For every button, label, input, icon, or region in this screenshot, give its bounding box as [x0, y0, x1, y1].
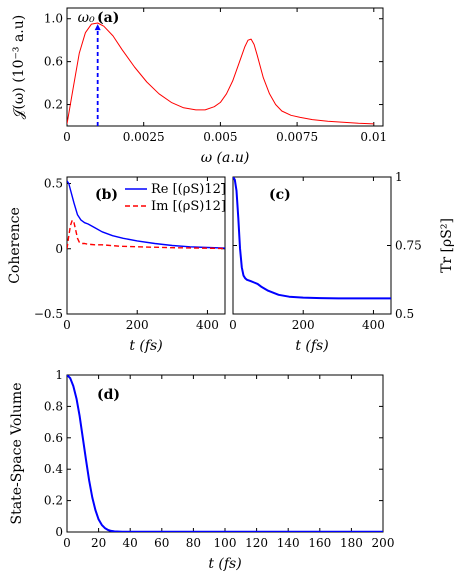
- panel-label: (d): [97, 387, 120, 403]
- series-line-0: [233, 177, 391, 300]
- x-tick-label: 0.005: [203, 130, 237, 144]
- x-tick-label: 0: [63, 318, 71, 332]
- y-axis-label: Coherence: [7, 207, 23, 284]
- y-tick-label: 0.4: [44, 462, 63, 476]
- y-tick-label: 0.6: [44, 431, 63, 445]
- legend-label-1: Im [(ρS)12]: [151, 199, 226, 214]
- panel-d: 0 20 40 60 80 100 120 140 160 180 200 0 0.2 0.4 0.6 0.8…: [9, 368, 394, 572]
- y-tick-label: 0.2: [44, 98, 63, 112]
- plot-frame: [66, 176, 226, 315]
- x-tick-label: 0.01: [360, 130, 387, 144]
- panel-label: (c): [269, 187, 291, 203]
- y-tick-label: 0.6: [44, 55, 63, 69]
- x-tick-label: 0: [229, 318, 237, 332]
- y-tick-label: 0: [55, 525, 63, 539]
- x-tick-label: 40: [123, 536, 138, 550]
- x-tick-label: 160: [308, 536, 331, 550]
- x-tick-label: 0: [63, 536, 71, 550]
- y-tick-label: 0.5: [44, 177, 63, 191]
- x-tick-label: 20: [91, 536, 106, 550]
- x-tick-label: 0.0025: [123, 130, 165, 144]
- x-tick-label: 400: [196, 318, 219, 332]
- y-tick-label: 1.0: [44, 12, 63, 26]
- x-axis-label: t (fs): [129, 338, 162, 354]
- panel-c: 0 200 400 0.5 0.75 1 t (fs) Tr [ρS²] (c): [229, 170, 455, 354]
- series-line-0: [67, 180, 225, 249]
- y-tick-label: 0.2: [44, 494, 63, 508]
- x-tick-label: 60: [154, 536, 169, 550]
- series-line-0: [67, 22, 374, 125]
- y-axis-label: Tr [ρS²]: [439, 218, 455, 273]
- x-tick-label: 0: [63, 130, 71, 144]
- x-tick-label: 400: [362, 318, 385, 332]
- x-tick-label: 120: [245, 536, 268, 550]
- panel-a: 0 0.0025 0.005 0.0075 0.01 0.2 0.6 1.0 ω (a.u) 𝒥(…: [11, 7, 387, 166]
- x-axis-label: t (fs): [295, 338, 328, 354]
- plot-frame: [66, 7, 384, 127]
- omega0-marker-arrowhead: [94, 24, 101, 31]
- legend-label-0: Re [(ρS)12]: [151, 182, 226, 197]
- x-axis-label: ω (a.u): [201, 150, 250, 166]
- x-tick-label: 140: [277, 536, 300, 550]
- x-tick-label: 200: [126, 318, 149, 332]
- x-tick-label: 200: [292, 318, 315, 332]
- y-tick-label: 1: [55, 368, 63, 382]
- y-tick-label: −0.5: [34, 307, 63, 321]
- x-tick-label: 200: [372, 536, 395, 550]
- y-axis-label: State-Space Volume: [9, 383, 25, 525]
- y-tick-label: 0.8: [44, 399, 63, 413]
- x-tick-label: 180: [340, 536, 363, 550]
- x-axis-label: t (fs): [208, 556, 241, 572]
- y-tick-label: 0: [55, 242, 63, 256]
- y-axis-label: 𝒥(ω) (10⁻³ a.u): [11, 15, 27, 119]
- panel-b: 0 200 400−0.500.5t (fs)Coherence(b) Re [(ρS…: [7, 176, 226, 354]
- series-line-0: [67, 375, 383, 532]
- panel-label: (b): [95, 187, 118, 203]
- omega0-label: ω₀: [78, 10, 95, 26]
- y-tick-label: 0.5: [395, 307, 414, 321]
- plot-frame: [232, 176, 392, 315]
- y-tick-label: 1: [395, 170, 403, 184]
- panel-label: (a): [97, 10, 119, 26]
- x-tick-label: 100: [214, 536, 237, 550]
- series-line-1: [67, 219, 225, 250]
- y-tick-label: 0.75: [395, 239, 422, 253]
- x-tick-label: 0.0075: [276, 130, 318, 144]
- x-tick-label: 80: [186, 536, 201, 550]
